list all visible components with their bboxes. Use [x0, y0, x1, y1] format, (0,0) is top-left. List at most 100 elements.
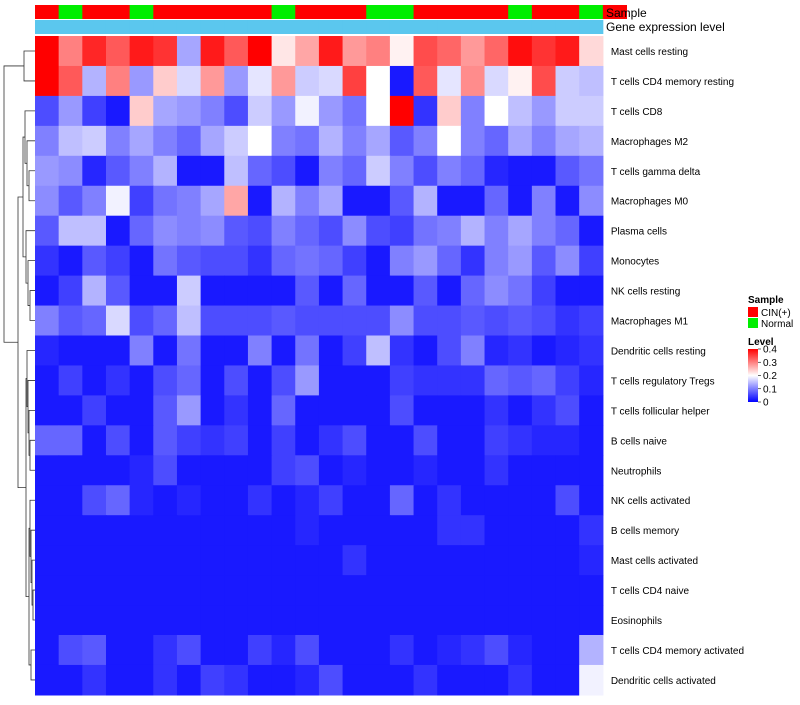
- heatmap-cell: [247, 65, 273, 97]
- heatmap-cell: [176, 125, 202, 157]
- heatmap-cell: [413, 215, 438, 247]
- heatmap-cell: [295, 485, 320, 516]
- heatmap-cell: [35, 485, 60, 516]
- dendrogram-branch: [28, 170, 35, 202]
- dendrogram-branch: [23, 50, 35, 82]
- heatmap-cell: [271, 664, 296, 696]
- legend-level-tick-label: 0.1: [763, 384, 777, 395]
- heatmap-cell: [200, 275, 225, 307]
- heatmap-cell: [176, 485, 202, 516]
- dendrogram-branch: [32, 589, 35, 621]
- heatmap-cell: [437, 485, 462, 516]
- heatmap-cell: [200, 155, 225, 187]
- heatmap-cell: [105, 635, 131, 666]
- heatmap-cell: [318, 365, 344, 396]
- row-label: Neutrophils: [611, 466, 662, 477]
- heatmap-cell: [200, 125, 225, 157]
- heatmap-cell: [318, 155, 344, 187]
- heatmap-cell: [437, 95, 462, 127]
- heatmap-cell: [295, 95, 320, 127]
- heatmap-cell: [318, 635, 344, 666]
- heatmap-cell: [318, 395, 344, 426]
- heatmap-cell: [579, 125, 604, 157]
- expression-annotation-cell: [555, 20, 580, 34]
- heatmap-cell: [129, 155, 154, 187]
- expression-annotation-cell: [105, 20, 131, 34]
- heatmap-cell: [484, 36, 509, 67]
- heatmap-cell: [508, 185, 533, 217]
- heatmap-cell: [224, 455, 249, 486]
- heatmap-cell: [271, 545, 296, 576]
- heatmap-cell: [437, 275, 462, 307]
- heatmap-cell: [35, 185, 60, 217]
- heatmap-cell: [508, 335, 533, 367]
- heatmap-cell: [176, 305, 202, 337]
- heatmap-cell: [437, 455, 462, 486]
- heatmap-cell: [555, 215, 580, 247]
- heatmap-cell: [342, 485, 367, 516]
- heatmap-cell: [437, 664, 462, 696]
- heatmap-cell: [200, 455, 225, 486]
- heatmap-cell: [58, 395, 83, 426]
- heatmap-cell: [460, 395, 486, 426]
- heatmap-cell: [105, 664, 131, 696]
- heatmap-cell: [460, 545, 486, 576]
- heatmap-cell: [58, 425, 83, 456]
- heatmap-cell: [105, 605, 131, 636]
- sample-annotation-cell: [295, 5, 320, 19]
- heatmap-cell: [413, 335, 438, 367]
- sample-annotation-cell: [105, 5, 131, 19]
- heatmap-cell: [176, 155, 202, 187]
- heatmap-cell: [295, 36, 320, 67]
- heatmap-cell: [508, 395, 533, 426]
- heatmap-cell: [366, 65, 391, 97]
- heatmap-cell: [58, 65, 83, 97]
- annotation-label-sample: Sample: [606, 6, 647, 20]
- heatmap-cell: [224, 485, 249, 516]
- heatmap-cell: [366, 365, 391, 396]
- heatmap-cell: [484, 365, 509, 396]
- heatmap-cell: [200, 95, 225, 127]
- heatmap-cell: [508, 155, 533, 187]
- heatmap-cell: [35, 425, 60, 456]
- heatmap-cell: [318, 605, 344, 636]
- heatmap-cell: [508, 36, 533, 67]
- heatmap-cell: [366, 125, 391, 157]
- heatmap-cell: [176, 36, 202, 67]
- expression-annotation-cell: [82, 20, 107, 34]
- heatmap-cell: [153, 95, 178, 127]
- heatmap-cell: [153, 455, 178, 486]
- heatmap-cell: [508, 515, 533, 546]
- heatmap-cell: [531, 275, 557, 307]
- heatmap-cell: [579, 36, 604, 67]
- heatmap-cell: [247, 395, 273, 426]
- expression-annotation-cell: [366, 20, 391, 34]
- heatmap-cell: [176, 365, 202, 396]
- heatmap-cell: [389, 365, 415, 396]
- heatmap-cell: [460, 365, 486, 396]
- heatmap-cell: [224, 125, 249, 157]
- heatmap-cell: [389, 275, 415, 307]
- heatmap-cell: [484, 275, 509, 307]
- heatmap-cell: [35, 305, 60, 337]
- heatmap-cell: [82, 664, 107, 696]
- heatmap-cell: [366, 155, 391, 187]
- heatmap-cell: [224, 395, 249, 426]
- heatmap-cell: [413, 305, 438, 337]
- heatmap-cell: [271, 395, 296, 426]
- heatmap-cell: [271, 515, 296, 546]
- heatmap-cell: [105, 125, 131, 157]
- heatmap-cell: [579, 485, 604, 516]
- heatmap-cell: [508, 65, 533, 97]
- heatmap-cell: [342, 245, 367, 277]
- heatmap-cell: [176, 245, 202, 277]
- heatmap-cell: [579, 605, 604, 636]
- row-label: Plasma cells: [611, 227, 667, 238]
- heatmap-cell: [366, 275, 391, 307]
- legend-level-title: Level: [748, 337, 774, 348]
- legend: Sample CIN(+) Normal Level 0.4 0.3 0.2 0.1 0: [748, 295, 793, 409]
- row-label: T cells CD8: [611, 107, 663, 118]
- heatmap-cell: [58, 36, 83, 67]
